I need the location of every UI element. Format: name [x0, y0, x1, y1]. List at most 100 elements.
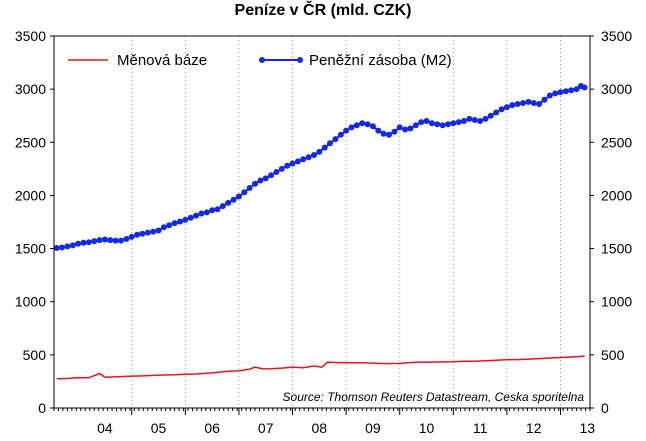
ytick-label-right: 2000 [601, 187, 632, 203]
ytick-label-left: 3000 [15, 81, 46, 97]
series-point-1 [203, 209, 210, 216]
series-point-1 [396, 124, 403, 131]
series-point-1 [91, 238, 98, 245]
series-point-1 [150, 228, 157, 235]
series-point-1 [198, 210, 205, 217]
series-point-1 [450, 120, 457, 127]
series-point-1 [428, 120, 435, 127]
series-point-1 [412, 122, 419, 129]
series-point-1 [482, 115, 489, 122]
source-note: Source: Thomson Reuters Datastream, Cesk… [283, 390, 585, 404]
xtick-label: 07 [258, 420, 274, 436]
ytick-label-right: 3500 [601, 28, 632, 44]
series-point-1 [160, 224, 167, 231]
series-point-1 [294, 158, 301, 165]
series-point-1 [80, 239, 87, 246]
legend-label-mb: Měnová báze [117, 52, 207, 69]
ytick-label-left: 0 [38, 400, 46, 416]
series-point-1 [581, 84, 588, 91]
series-point-1 [268, 172, 275, 179]
series-point-1 [359, 120, 366, 127]
series-point-1 [369, 123, 376, 130]
series-point-1 [520, 100, 526, 106]
series-point-1 [487, 112, 494, 119]
series-point-1 [498, 106, 505, 113]
series-point-1 [364, 121, 371, 128]
xtick-label: 13 [580, 420, 596, 436]
series-point-1 [278, 165, 285, 172]
ytick-label-right: 0 [601, 400, 609, 416]
series-point-1 [257, 177, 264, 184]
xtick-label: 10 [419, 420, 435, 436]
ytick-label-right: 1000 [601, 294, 632, 310]
series-point-1 [391, 128, 398, 135]
series-layer [53, 83, 588, 380]
series-point-1 [316, 148, 323, 155]
ytick-label-right: 3000 [601, 81, 632, 97]
series-point-1 [118, 237, 124, 244]
series-point-1 [348, 124, 355, 131]
series-point-1 [155, 227, 162, 234]
series-point-1 [353, 122, 360, 129]
legend: Měnová báze Peněžní zásoba (M2) [68, 52, 452, 69]
series-point-1 [337, 131, 344, 138]
series-point-1 [101, 236, 108, 243]
xtick-label: 05 [151, 420, 167, 436]
series-point-1 [85, 239, 92, 246]
series-point-1 [546, 92, 553, 99]
xtick-label: 11 [473, 420, 488, 436]
series-point-1 [461, 118, 467, 124]
series-point-1 [289, 160, 296, 167]
series-point-1 [552, 90, 559, 97]
series-point-1 [343, 127, 350, 134]
series-point-1 [332, 136, 339, 143]
series-point-1 [209, 207, 216, 214]
xtick-label: 08 [312, 420, 328, 436]
series-point-1 [75, 240, 82, 247]
series-point-1 [557, 89, 564, 96]
series-point-1 [262, 175, 269, 182]
series-point-1 [514, 101, 521, 107]
series-point-1 [107, 237, 114, 244]
xtick-label: 06 [204, 420, 220, 436]
series-point-1 [284, 162, 291, 169]
series-point-1 [166, 222, 173, 229]
legend-marker-m2-end [297, 57, 303, 63]
series-point-1 [423, 118, 430, 124]
grid-layer [131, 36, 562, 408]
series-point-1 [327, 140, 333, 147]
series-line-0 [56, 355, 585, 380]
series-point-1 [402, 126, 409, 133]
series-point-1 [471, 117, 478, 123]
chart-title: Peníze v ČR (mld. CZK) [234, 2, 412, 19]
series-point-1 [562, 88, 569, 95]
series-point-1 [525, 98, 532, 105]
series-point-1 [380, 130, 387, 137]
series-point-1 [219, 203, 226, 210]
series-point-1 [230, 196, 237, 203]
ytick-label-left: 1500 [15, 241, 46, 257]
series-point-1 [541, 96, 548, 103]
series-point-1 [439, 122, 446, 129]
series-point-1 [214, 206, 221, 213]
xtick-label: 09 [365, 420, 381, 436]
series-point-1 [69, 242, 76, 249]
ytick-label-left: 500 [23, 347, 47, 363]
series-point-1 [477, 118, 484, 124]
series-point-1 [445, 121, 451, 128]
series-point-1 [96, 237, 103, 244]
series-point-1 [493, 109, 500, 116]
ytick-label-left: 3500 [15, 28, 46, 44]
series-point-1 [246, 185, 253, 191]
plot-frame [53, 35, 591, 409]
series-point-1 [455, 119, 462, 126]
series-point-1 [407, 125, 414, 132]
series-point-1 [59, 244, 65, 251]
series-point-1 [466, 115, 473, 122]
series-point-1 [193, 212, 199, 219]
series-point-1 [509, 102, 516, 109]
series-point-1 [305, 154, 312, 161]
series-point-1 [144, 229, 151, 236]
series-point-1 [386, 131, 392, 138]
series-line-1 [56, 85, 585, 249]
